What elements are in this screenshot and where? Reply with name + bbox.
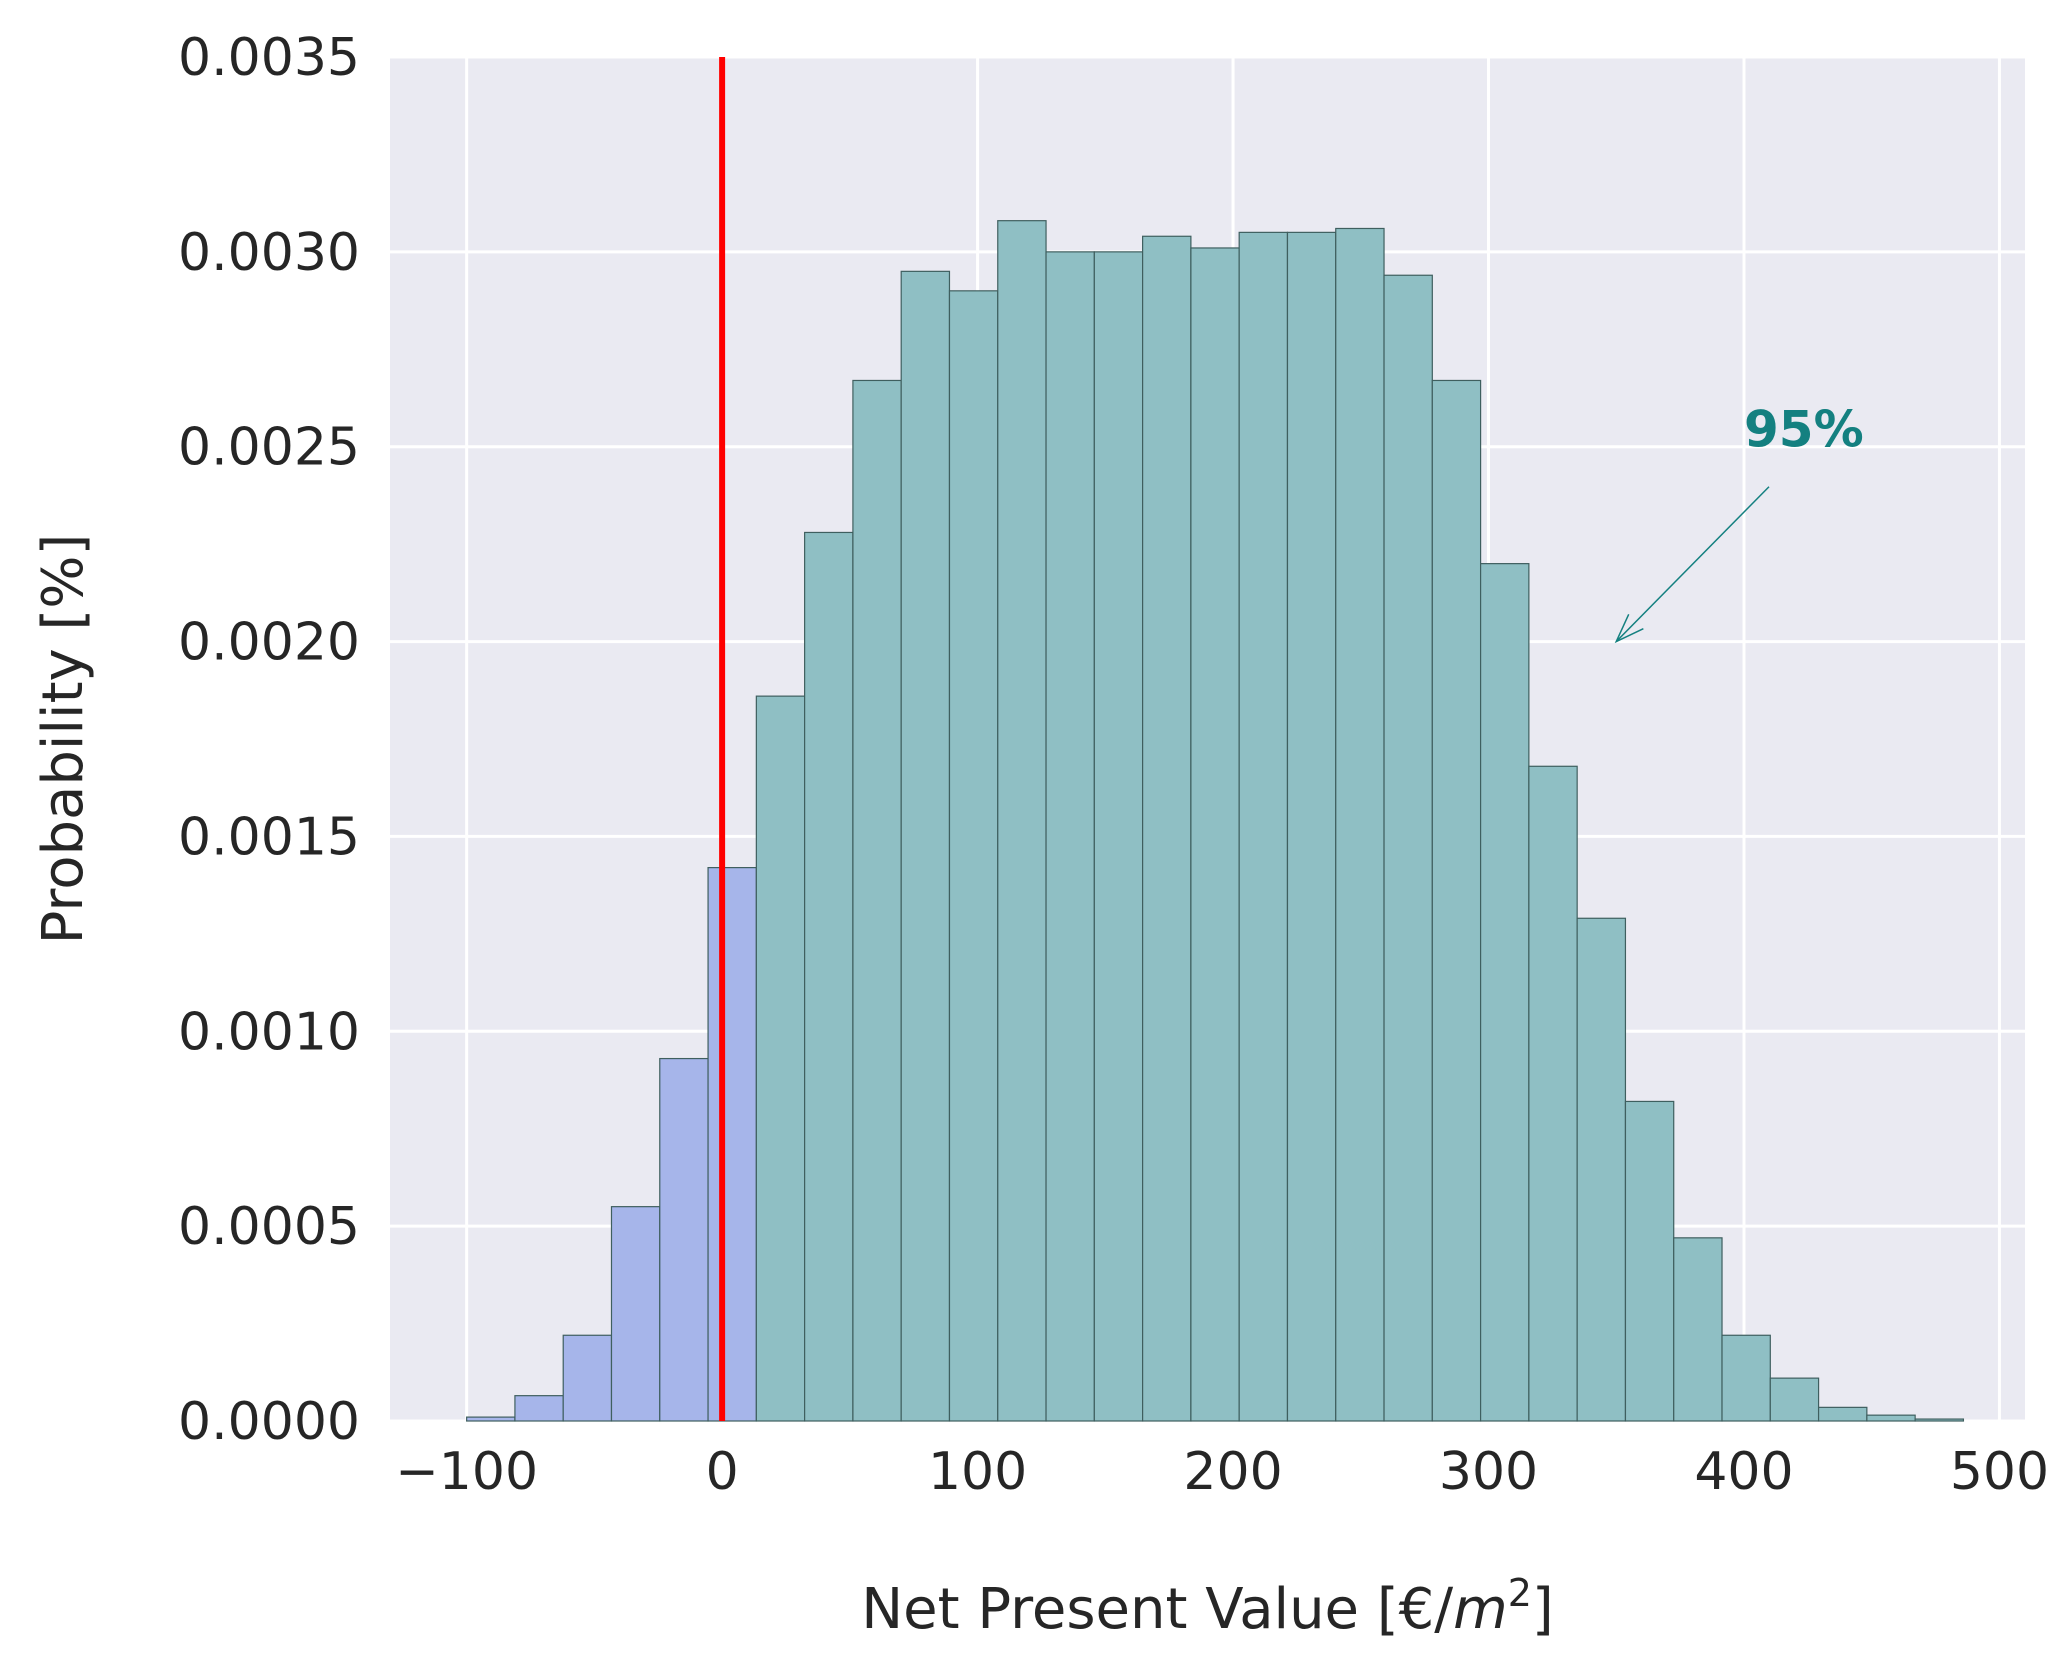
y-axis-label: Probability [%]: [31, 534, 96, 945]
x-axis-label-close: ]: [1532, 1577, 1554, 1642]
y-tick-label: 0.0000: [178, 1392, 360, 1452]
histogram-bar: [1431, 379, 1482, 1422]
x-tick-label: 500: [1950, 1442, 2049, 1502]
x-tick-label: 0: [706, 1442, 739, 1502]
histogram-bar: [610, 1206, 661, 1422]
histogram-bar: [514, 1395, 564, 1422]
annotation: 95%: [1614, 401, 1864, 644]
annotation-arrow: [1615, 486, 1770, 643]
histogram-bar: [1479, 563, 1530, 1422]
histogram-bar: [900, 270, 951, 1422]
x-tick-label: 200: [1183, 1442, 1282, 1502]
histogram-bar: [1142, 235, 1192, 1422]
histogram-bar: [852, 379, 902, 1422]
y-tick-label: 0.0025: [178, 418, 360, 478]
histogram-bar: [1093, 251, 1144, 1422]
x-tick-label: 300: [1439, 1442, 1538, 1502]
histogram-bar: [755, 695, 806, 1422]
histogram-bar: [1721, 1334, 1771, 1422]
histogram-bar: [948, 290, 999, 1422]
x-tick-labels: −100 0 100 200 300 400 500: [395, 1442, 2049, 1502]
histogram-bar: [1817, 1406, 1868, 1422]
y-tick-label: 0.0020: [178, 613, 360, 673]
x-axis-label-var: m: [1453, 1577, 1508, 1642]
x-axis-label-sup: 2: [1508, 1571, 1532, 1615]
histogram-bar: [1045, 251, 1095, 1422]
histogram-bar: [659, 1057, 709, 1422]
histogram-bar: [1286, 231, 1337, 1422]
histogram-bar: [1866, 1414, 1916, 1422]
x-tick-label: 100: [928, 1442, 1027, 1502]
histogram-bar: [1335, 227, 1385, 1422]
x-axis-label-main: Net Present Value [€/: [861, 1577, 1453, 1642]
histogram-bar: [1528, 765, 1578, 1422]
histogram-bar: [1914, 1418, 1965, 1422]
annotation-arrow-head: [1614, 613, 1644, 644]
x-tick-label: −100: [395, 1442, 538, 1502]
histogram-bar: [1769, 1377, 1820, 1422]
histogram-bar: [997, 220, 1047, 1422]
histogram-bar: [804, 531, 854, 1422]
y-tick-label: 0.0030: [178, 223, 360, 283]
histogram-bar: [1576, 917, 1627, 1422]
histogram-bars: [466, 220, 1965, 1422]
histogram-bar: [1238, 231, 1289, 1422]
y-tick-labels: 0.0000 0.0005 0.0010 0.0015 0.0020 0.0025 0.00…: [178, 28, 360, 1452]
histogram-bar: [1624, 1100, 1675, 1422]
histogram-bar: [1673, 1237, 1723, 1422]
histogram-bar: [562, 1334, 613, 1422]
y-tick-label: 0.0010: [178, 1002, 360, 1062]
histogram-bar: [1383, 274, 1433, 1422]
y-tick-label: 0.0005: [178, 1197, 360, 1257]
y-tick-label: 0.0035: [178, 28, 360, 88]
histogram-bar: [707, 867, 757, 1422]
y-tick-label: 0.0015: [178, 807, 360, 867]
x-axis-label: Net Present Value [€/m2]: [861, 1571, 1554, 1642]
annotation-label: 95%: [1744, 401, 1864, 459]
histogram-bar: [466, 1416, 516, 1422]
x-tick-label: 400: [1694, 1442, 1793, 1502]
histogram-bar: [1190, 247, 1240, 1422]
